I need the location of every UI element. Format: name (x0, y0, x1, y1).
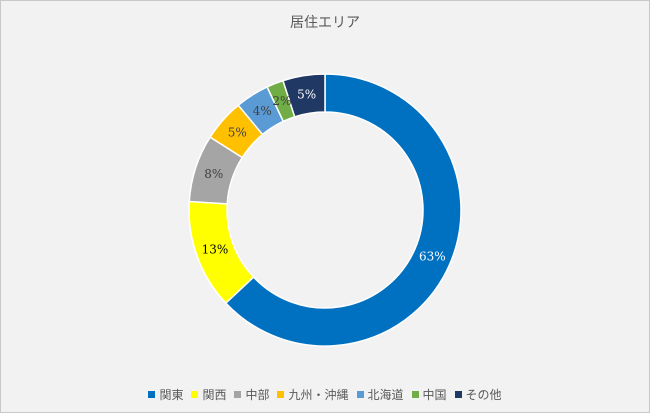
legend-label: 中国 (422, 388, 447, 402)
data-label-3: 8% (204, 167, 223, 181)
legend-swatch (148, 391, 156, 398)
legend-item-1: 関東 (148, 386, 183, 403)
legend-label: 九州・沖縄 (288, 388, 349, 402)
legend-item-4: 九州・沖縄 (277, 386, 349, 403)
slice-7 (282, 73, 326, 118)
legend-item-7: その他 (454, 386, 502, 403)
legend-label: 関西 (202, 388, 227, 402)
data-label-6: 2% (272, 94, 291, 108)
data-label-7: 5% (297, 87, 316, 101)
legend-item-3: 中部 (234, 386, 269, 403)
legend-item-5: 北海道 (356, 386, 404, 403)
chart-title: 居住エリア (290, 15, 360, 31)
legend-swatch (191, 391, 199, 398)
legend-swatch (454, 391, 462, 398)
legend-swatch (356, 391, 364, 398)
legend-label: 中部 (245, 388, 270, 402)
legend-item-6: 中国 (411, 386, 447, 403)
slice-1 (224, 73, 462, 347)
legend-swatch (234, 391, 242, 398)
data-label-5: 4% (253, 104, 272, 118)
legend-swatch (277, 391, 285, 398)
legend-swatch (411, 391, 419, 398)
data-label-1: 63% (419, 249, 446, 263)
chart-legend: 関東 関西 中部 九州・沖縄 北海道 中国 その他 (0, 386, 650, 403)
data-label-2: 13% (202, 243, 229, 257)
legend-item-2: 関西 (191, 386, 226, 403)
legend-label: 北海道 (367, 388, 404, 402)
legend-label: 関東 (159, 388, 184, 402)
data-label-4: 5% (228, 126, 247, 140)
legend-label: その他 (465, 388, 502, 402)
